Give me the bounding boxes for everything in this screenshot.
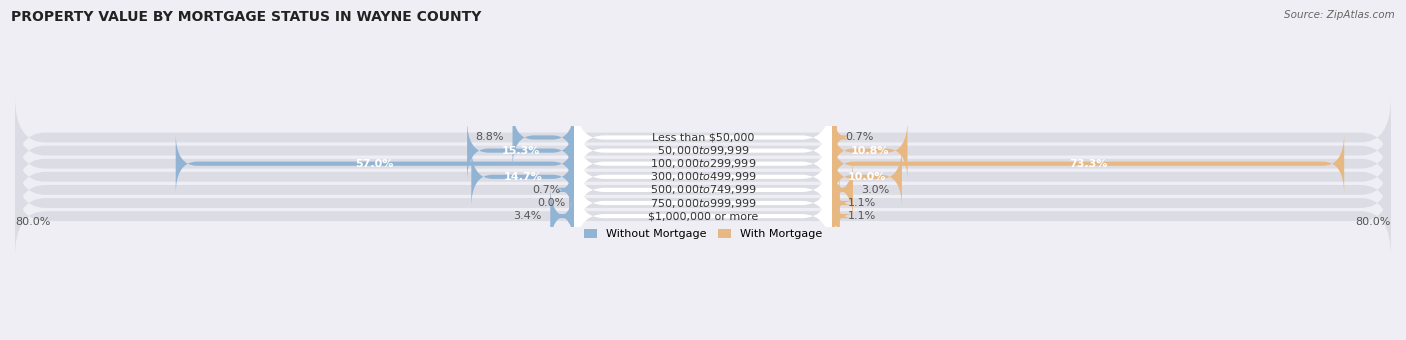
Text: $100,000 to $299,999: $100,000 to $299,999: [650, 157, 756, 170]
Text: 0.7%: 0.7%: [531, 185, 561, 195]
FancyBboxPatch shape: [15, 109, 1391, 191]
Text: $50,000 to $99,999: $50,000 to $99,999: [657, 144, 749, 157]
FancyBboxPatch shape: [574, 159, 832, 247]
FancyBboxPatch shape: [471, 146, 574, 207]
FancyBboxPatch shape: [574, 107, 832, 194]
Text: 14.7%: 14.7%: [503, 172, 543, 182]
Text: 1.1%: 1.1%: [848, 198, 876, 208]
Text: 57.0%: 57.0%: [356, 159, 394, 169]
Text: 0.7%: 0.7%: [845, 133, 875, 142]
Text: $300,000 to $499,999: $300,000 to $499,999: [650, 170, 756, 183]
FancyBboxPatch shape: [15, 149, 1391, 231]
Text: Less than $50,000: Less than $50,000: [652, 133, 754, 142]
FancyBboxPatch shape: [15, 123, 1391, 205]
FancyBboxPatch shape: [513, 107, 574, 168]
Text: Source: ZipAtlas.com: Source: ZipAtlas.com: [1284, 10, 1395, 20]
FancyBboxPatch shape: [574, 133, 832, 221]
Text: 0.0%: 0.0%: [537, 198, 565, 208]
FancyBboxPatch shape: [818, 185, 853, 247]
FancyBboxPatch shape: [832, 120, 907, 181]
Text: 15.3%: 15.3%: [502, 146, 540, 156]
Text: $500,000 to $749,999: $500,000 to $749,999: [650, 183, 756, 197]
FancyBboxPatch shape: [574, 120, 832, 207]
Text: 80.0%: 80.0%: [1355, 217, 1391, 227]
FancyBboxPatch shape: [15, 162, 1391, 244]
FancyBboxPatch shape: [467, 120, 574, 181]
FancyBboxPatch shape: [15, 175, 1391, 257]
FancyBboxPatch shape: [832, 146, 901, 207]
Text: 80.0%: 80.0%: [15, 217, 51, 227]
FancyBboxPatch shape: [832, 133, 1344, 194]
FancyBboxPatch shape: [574, 172, 832, 260]
Text: PROPERTY VALUE BY MORTGAGE STATUS IN WAYNE COUNTY: PROPERTY VALUE BY MORTGAGE STATUS IN WAY…: [11, 10, 482, 24]
FancyBboxPatch shape: [831, 159, 853, 221]
Legend: Without Mortgage, With Mortgage: Without Mortgage, With Mortgage: [579, 224, 827, 244]
Text: $1,000,000 or more: $1,000,000 or more: [648, 211, 758, 221]
Text: 3.0%: 3.0%: [862, 185, 890, 195]
Text: 8.8%: 8.8%: [475, 133, 503, 142]
FancyBboxPatch shape: [176, 133, 574, 194]
Text: 3.4%: 3.4%: [513, 211, 541, 221]
FancyBboxPatch shape: [574, 146, 832, 234]
FancyBboxPatch shape: [818, 172, 853, 234]
Text: 73.3%: 73.3%: [1069, 159, 1108, 169]
Text: 10.8%: 10.8%: [851, 146, 889, 156]
FancyBboxPatch shape: [553, 159, 591, 221]
FancyBboxPatch shape: [15, 97, 1391, 178]
Text: 10.0%: 10.0%: [848, 172, 886, 182]
FancyBboxPatch shape: [550, 185, 574, 247]
FancyBboxPatch shape: [574, 94, 832, 181]
FancyBboxPatch shape: [15, 136, 1391, 218]
Text: $750,000 to $999,999: $750,000 to $999,999: [650, 197, 756, 209]
FancyBboxPatch shape: [815, 107, 853, 168]
Text: 1.1%: 1.1%: [848, 211, 876, 221]
